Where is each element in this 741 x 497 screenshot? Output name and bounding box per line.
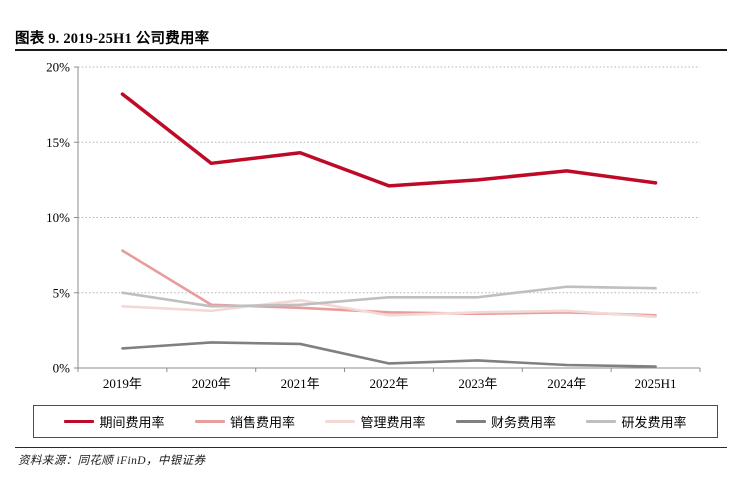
series-line-1	[121, 249, 657, 317]
series-line-3	[121, 341, 657, 368]
y-tick-label: 5%	[53, 285, 71, 300]
series-line-0	[120, 92, 658, 188]
y-tick-label: 10%	[46, 210, 70, 225]
footer-divider	[15, 447, 727, 448]
legend-item-4: 研发费用率	[586, 412, 687, 431]
y-tick-label: 0%	[53, 361, 71, 376]
x-tick-label: 2022年	[369, 376, 408, 391]
legend-label: 销售费用率	[229, 415, 295, 430]
legend-item-3: 财务费用率	[455, 412, 556, 431]
x-tick-label: 2025H1	[635, 376, 677, 391]
legend-line-swatch-icon	[586, 420, 617, 423]
chart-plot: 0% 5% 10% 15% 20% 2019年 2020年 2021年 2022年 2023年 20…	[46, 60, 701, 391]
chart-legend: 期间费用率 销售费用率 管理费用率 财务费用率 研发费用率	[33, 405, 718, 438]
legend-item-0: 期间费用率	[64, 412, 165, 431]
legend-line-swatch-icon	[455, 420, 486, 423]
x-tick-label: 2019年	[103, 376, 142, 391]
x-tick-label: 2024年	[547, 376, 586, 391]
legend-label: 研发费用率	[621, 415, 687, 430]
series-line-4	[121, 285, 657, 308]
y-tick-label: 15%	[46, 135, 70, 150]
legend-label: 管理费用率	[360, 415, 426, 430]
legend-label: 期间费用率	[99, 415, 165, 430]
legend-line-swatch-icon	[194, 420, 225, 423]
legend-line-swatch-icon	[64, 420, 95, 423]
series-line-2	[121, 298, 657, 319]
chart-area: 0% 5% 10% 15% 20% 2019年 2020年 2021年 2022年 2023年 20…	[0, 55, 741, 395]
x-tick-label: 2021年	[281, 376, 320, 391]
legend-item-2: 管理费用率	[325, 412, 426, 431]
legend-label: 财务费用率	[490, 415, 556, 430]
source-note: 资料来源：同花顺 iFinD，中银证券	[18, 455, 206, 467]
y-tick-label: 20%	[46, 60, 70, 75]
x-tick-label: 2023年	[458, 376, 497, 391]
figure-title: 图表 9. 2019-25H1 公司费用率	[15, 31, 210, 47]
legend-line-swatch-icon	[325, 420, 356, 423]
x-tick-label: 2020年	[192, 376, 231, 391]
title-divider	[15, 49, 727, 51]
legend-item-1: 销售费用率	[194, 412, 295, 431]
